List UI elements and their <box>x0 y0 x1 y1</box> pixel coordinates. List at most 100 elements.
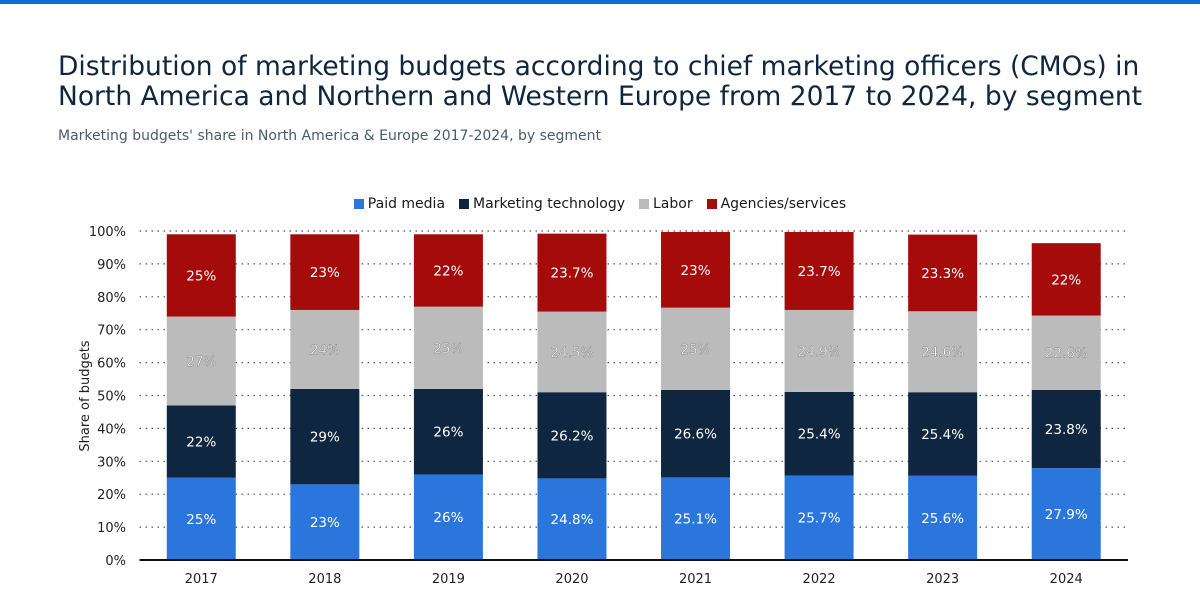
legend-label: Paid media <box>367 196 446 212</box>
data-label: 22.6% <box>1045 346 1088 362</box>
legend-label: Marketing technology <box>473 196 625 212</box>
bar-segment <box>290 388 360 485</box>
bar-segment <box>166 316 236 406</box>
legend-item[interactable]: Labor <box>639 196 693 212</box>
y-tick-label: 100% <box>89 225 126 240</box>
y-tick-label: 30% <box>97 455 126 470</box>
data-label: 25% <box>681 342 711 358</box>
x-tick-label: 2022 <box>803 572 836 587</box>
data-label: 23% <box>681 263 711 279</box>
data-label: 22% <box>186 435 216 451</box>
data-label: 29% <box>310 430 340 446</box>
x-tick-label: 2021 <box>679 572 712 587</box>
data-label: 23.8% <box>1045 422 1088 438</box>
bar-segment <box>166 477 236 560</box>
data-label: 25.7% <box>798 511 841 527</box>
x-tick-label: 2017 <box>185 572 218 587</box>
bar-segment <box>784 475 854 560</box>
chart-subtitle: Marketing budgets' share in North Americ… <box>58 128 602 144</box>
data-label: 24.5% <box>551 345 594 361</box>
bar-segment <box>661 477 731 560</box>
bar-segment <box>290 484 360 560</box>
bar-segment <box>537 478 607 560</box>
x-tick-label: 2024 <box>1050 572 1083 587</box>
x-tick-label: 2018 <box>308 572 341 587</box>
x-tick-label: 2023 <box>926 572 959 587</box>
legend-swatch <box>459 199 470 209</box>
data-label: 26% <box>433 510 463 526</box>
y-tick-label: 50% <box>97 390 126 405</box>
bar-segment <box>537 233 607 312</box>
bar-segment <box>1031 315 1101 390</box>
y-tick-label: 20% <box>97 488 126 503</box>
data-label: 26.6% <box>674 427 717 443</box>
data-label: 24.6% <box>921 345 964 361</box>
data-label: 25% <box>433 341 463 357</box>
y-tick-label: 90% <box>97 258 126 273</box>
bar-segment <box>908 311 978 393</box>
y-axis-label: Share of budgets <box>78 340 93 451</box>
chart-title: Distribution of marketing budgets accord… <box>58 51 1143 112</box>
bar-segment <box>784 309 854 392</box>
bar-segment <box>908 234 978 312</box>
legend-swatch <box>353 199 364 209</box>
data-label: 23% <box>310 515 340 531</box>
data-label: 23.7% <box>551 266 594 282</box>
legend-item[interactable]: Agencies/services <box>706 196 847 212</box>
legend: Paid media Marketing technology Labor Agenc… <box>0 196 1200 212</box>
data-label: 25.6% <box>921 511 964 527</box>
y-tick-label: 70% <box>97 324 126 339</box>
data-label: 26% <box>433 425 463 441</box>
bar-segment <box>413 474 483 560</box>
bar-segment <box>166 405 236 478</box>
data-label: 22% <box>433 263 463 279</box>
bar-segment <box>413 306 483 389</box>
data-label: 23.3% <box>921 266 964 282</box>
y-tick-label: 10% <box>97 521 126 536</box>
top-accent-bar <box>0 0 1200 4</box>
bar-segment <box>413 234 483 307</box>
data-label: 24.9% <box>798 344 841 360</box>
legend-item[interactable]: Paid media <box>353 196 446 212</box>
data-label: 23.7% <box>798 264 841 280</box>
bar-segment <box>537 392 607 479</box>
bar-segment <box>908 392 978 476</box>
bar-segment <box>784 391 854 476</box>
legend-item[interactable]: Marketing technology <box>459 196 625 212</box>
data-label: 24% <box>310 342 340 358</box>
bar-segment <box>290 234 360 310</box>
data-label: 25% <box>186 268 216 284</box>
bar-segment <box>1031 243 1101 316</box>
y-tick-label: 60% <box>97 357 126 372</box>
bar-segment <box>1031 468 1101 560</box>
x-tick-label: 2019 <box>432 572 465 587</box>
data-label: 23% <box>310 265 340 281</box>
data-label: 25.1% <box>674 512 717 528</box>
bar-segment <box>1031 389 1101 469</box>
bar-segment <box>413 388 483 475</box>
y-tick-label: 40% <box>97 422 126 437</box>
y-tick-label: 80% <box>97 291 126 306</box>
bar-segment <box>661 231 731 308</box>
x-tick-label: 2020 <box>555 572 588 587</box>
legend-swatch <box>706 199 717 209</box>
bar-segment <box>166 234 236 317</box>
y-tick-label: 0% <box>105 554 126 569</box>
data-label: 25.4% <box>798 427 841 443</box>
bar-segment <box>784 231 854 310</box>
legend-label: Labor <box>653 196 693 212</box>
data-label: 27% <box>186 354 216 370</box>
data-label: 25.4% <box>921 427 964 443</box>
legend-label: Agencies/services <box>720 196 847 212</box>
bar-segment <box>908 475 978 560</box>
data-label: 24.8% <box>551 512 594 528</box>
data-label: 22% <box>1051 272 1081 288</box>
data-label: 25% <box>186 512 216 528</box>
legend-swatch <box>639 199 649 209</box>
data-label: 26.2% <box>551 428 594 444</box>
bar-segment <box>537 311 607 393</box>
bar-segment <box>661 389 731 478</box>
data-label: 27.9% <box>1045 507 1088 523</box>
bar-segment <box>661 307 731 390</box>
